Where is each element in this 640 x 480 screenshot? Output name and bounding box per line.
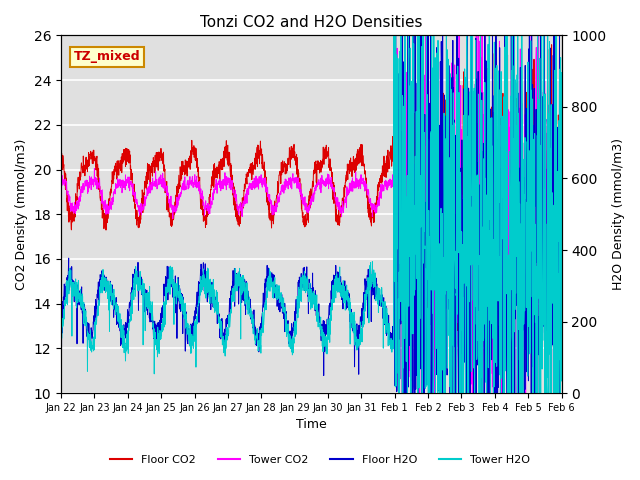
Text: TZ_mixed: TZ_mixed — [74, 50, 140, 63]
Floor H2O — [584, 390, 591, 396]
Floor CO2 — [489, 51, 497, 57]
Tower H2O — [226, 324, 234, 330]
Tower H2O — [489, 336, 497, 341]
Floor H2O — [489, 324, 497, 330]
Tower CO2 — [489, 159, 497, 165]
Tower H2O — [57, 330, 65, 336]
Y-axis label: CO2 Density (mmol/m3): CO2 Density (mmol/m3) — [15, 139, 28, 290]
Floor CO2 — [584, 251, 591, 256]
Tower H2O — [111, 293, 118, 299]
Tower CO2 — [584, 100, 591, 106]
Tower CO2 — [425, 33, 433, 38]
Floor CO2 — [519, 307, 527, 312]
Floor CO2 — [415, 33, 423, 38]
Floor H2O — [591, 263, 599, 268]
Line: Floor CO2: Floor CO2 — [61, 36, 595, 381]
Floor CO2 — [517, 378, 525, 384]
Tower CO2 — [416, 390, 424, 396]
Tower CO2 — [57, 187, 65, 193]
Tower H2O — [395, 390, 403, 396]
Floor CO2 — [591, 233, 599, 239]
Floor CO2 — [111, 170, 118, 176]
Tower CO2 — [111, 188, 118, 194]
Line: Tower H2O: Tower H2O — [61, 0, 595, 393]
Y-axis label: H2O Density (mmol/m3): H2O Density (mmol/m3) — [612, 138, 625, 290]
Floor CO2 — [226, 150, 234, 156]
Tower CO2 — [519, 228, 527, 234]
Floor CO2 — [360, 161, 367, 167]
Tower H2O — [591, 141, 599, 147]
Title: Tonzi CO2 and H2O Densities: Tonzi CO2 and H2O Densities — [200, 15, 422, 30]
Floor H2O — [111, 295, 118, 301]
Tower CO2 — [226, 176, 234, 182]
Tower H2O — [519, 390, 527, 396]
Line: Tower CO2: Tower CO2 — [61, 36, 595, 393]
Tower CO2 — [591, 128, 599, 133]
Floor H2O — [360, 289, 367, 295]
Tower CO2 — [360, 181, 367, 187]
Floor H2O — [57, 304, 65, 310]
Floor H2O — [226, 296, 234, 301]
Line: Floor H2O: Floor H2O — [61, 0, 595, 393]
Tower H2O — [360, 310, 367, 316]
Tower H2O — [584, 35, 591, 41]
Legend: Floor CO2, Tower CO2, Floor H2O, Tower H2O: Floor CO2, Tower CO2, Floor H2O, Tower H… — [105, 451, 535, 469]
X-axis label: Time: Time — [296, 419, 326, 432]
Floor H2O — [519, 271, 527, 277]
Floor CO2 — [57, 142, 65, 147]
Floor H2O — [399, 390, 406, 396]
